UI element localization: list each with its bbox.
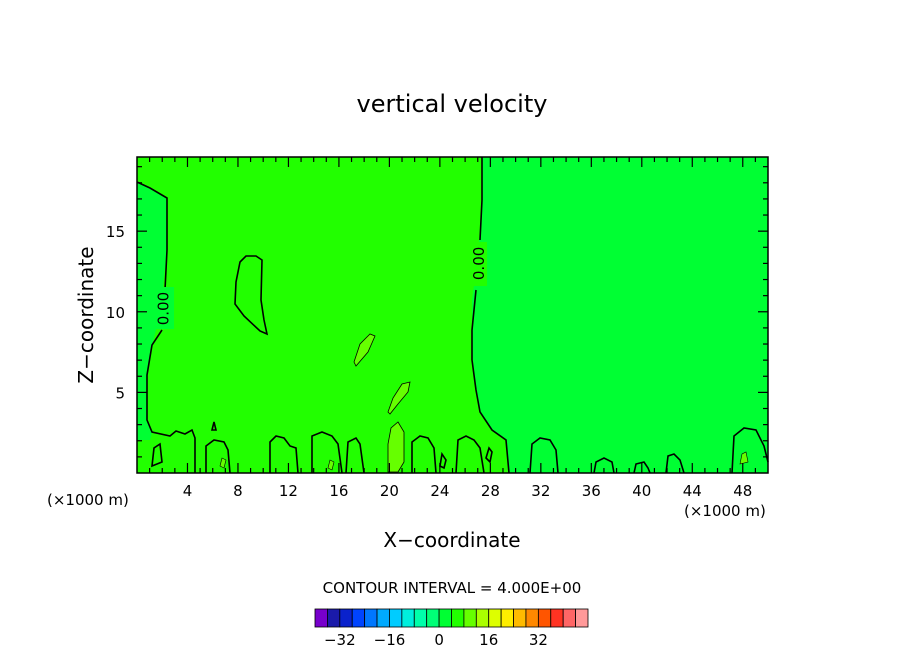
y-tick-label: 10 xyxy=(106,304,125,322)
zero-contour-left xyxy=(136,181,196,473)
colorbar-swatch xyxy=(426,608,440,628)
colorbar-tick-label: −32 xyxy=(324,631,356,649)
y-tick-label: 5 xyxy=(115,384,125,402)
x-tick-label: 40 xyxy=(632,482,651,500)
x-tick-label: 28 xyxy=(481,482,500,500)
x-unit-right: (×1000 m) xyxy=(684,502,766,520)
cell-low-1 xyxy=(387,421,405,473)
weak-cells xyxy=(219,451,749,471)
x-unit-left: (×1000 m) xyxy=(47,491,129,509)
colorbar-swatch xyxy=(438,608,452,628)
colorbar-swatch xyxy=(401,608,415,628)
colorbar-tick-label: 16 xyxy=(479,631,498,649)
x-tick-label: 8 xyxy=(233,482,243,500)
colorbar-tick-label: −16 xyxy=(374,631,406,649)
x-tick-label: 44 xyxy=(683,482,702,500)
colorbar-swatch xyxy=(500,608,514,628)
contour-interval-text: CONTOUR INTERVAL = 4.000E+00 xyxy=(323,579,582,597)
colorbar-swatch xyxy=(537,608,552,628)
colorbar-swatch xyxy=(525,608,539,628)
colorbar-swatch xyxy=(513,608,527,628)
colorbar-tick-label: 0 xyxy=(434,631,444,649)
chart-title: vertical velocity xyxy=(357,90,548,118)
colorbar-swatch xyxy=(351,608,366,628)
x-tick-label: 4 xyxy=(183,482,193,500)
colorbar-labels: −32 −16 0 16 32 xyxy=(324,631,548,649)
x-tick-label: 12 xyxy=(279,482,298,500)
x-tick-label: 36 xyxy=(582,482,601,500)
colorbar-swatch xyxy=(575,608,589,628)
y-tick-label: 15 xyxy=(106,223,125,241)
colorbar-swatch xyxy=(327,608,341,628)
cell-mid-2 xyxy=(387,381,411,415)
colorbar-swatch xyxy=(364,608,378,628)
colorbar-swatch xyxy=(475,608,490,628)
colorbar-swatch xyxy=(488,608,502,628)
contour-label-right: 0.00 xyxy=(470,247,488,280)
contour-label-left: 0.00 xyxy=(155,292,173,325)
x-axis-label: X−coordinate xyxy=(383,528,520,552)
x-tick-label: 16 xyxy=(329,482,348,500)
cell-upper-left xyxy=(234,255,269,336)
colorbar-tick-label: 32 xyxy=(529,631,548,649)
contour-label-right-bg xyxy=(465,242,487,286)
y-axis-label: Z−coordinate xyxy=(74,246,98,383)
colorbar-swatch xyxy=(550,608,564,628)
cell-mid-1 xyxy=(353,333,376,367)
x-tick-label: 20 xyxy=(380,482,399,500)
contour-label-left-bg xyxy=(152,287,174,329)
colorbar-swatch xyxy=(376,608,390,628)
colorbar-swatch xyxy=(451,608,465,628)
negative-region-right xyxy=(472,157,768,473)
colorbar-swatch xyxy=(339,608,353,628)
colorbar-swatch xyxy=(562,608,576,628)
colorbar-swatch xyxy=(389,608,403,628)
x-axis-ticks: 4 8 12 16 20 24 28 32 36 40 44 48 xyxy=(149,157,756,500)
colorbar-swatch xyxy=(413,608,428,628)
y-axis-ticks: 5 10 15 xyxy=(106,166,768,458)
colorbar-swatch xyxy=(463,608,477,628)
x-tick-label: 48 xyxy=(733,482,752,500)
zero-contour-right xyxy=(471,157,510,474)
plot-area: 0.00 0.00 xyxy=(136,156,769,474)
colorbar xyxy=(314,608,589,628)
colorbar-swatch xyxy=(314,608,328,628)
surface-cells xyxy=(151,421,769,474)
x-tick-label: 24 xyxy=(430,482,449,500)
x-tick-label: 32 xyxy=(531,482,550,500)
